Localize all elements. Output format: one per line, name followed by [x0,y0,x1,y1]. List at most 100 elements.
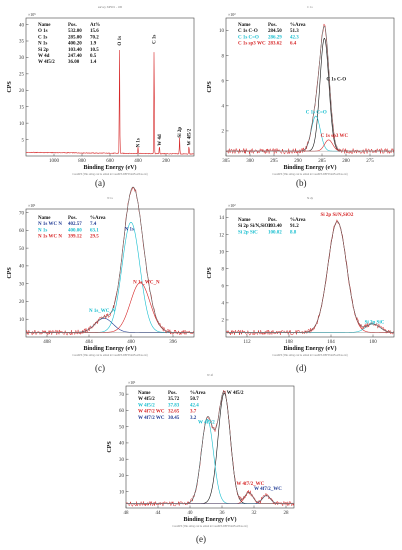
footnote: CasaXPS (This string can be edited in Ca… [272,354,347,357]
x-tick-label: 28 [284,511,290,516]
y-tick-label: 12 [219,233,225,238]
table-cell: W 4f7/2 WC [138,416,165,421]
panel-top-label: N 1s [107,196,113,200]
panel-d: Si 2p ×10² 112 108 104 100 2 4 6 8 10 12 14 Binding E… [204,195,400,361]
table-cell: N 1s [38,42,47,47]
table-cell: 7.4 [90,222,97,227]
plot-frame [225,208,395,338]
y-tick-label: 5 [22,138,25,143]
table-cell: W 4f7/2 WC [138,410,165,415]
y-tick-label: 70 [19,211,25,216]
table-cell: N 1s [38,228,47,233]
table-header: Pos. [68,23,78,28]
y-tick-label: 60 [19,229,25,234]
peak-annotation: N 1s_WC_N [89,309,116,314]
table-header: Pos. [68,216,78,221]
table-cell: 400.20 [68,42,82,47]
table-header: %Area [290,23,306,28]
chart-e: W 4f ×10¹ 48 44 40 36 32 28 10 20 30 40 50 60 70 Bindin… [107,373,295,528]
caption-e: (e) [196,534,206,544]
peak-annotation: N 1s [125,227,134,232]
x-tick-label: 36 [220,511,226,516]
table-cell: 1.4 [90,60,97,65]
table-cell: N 1s WC N [38,222,62,227]
table-header: Name [138,391,151,396]
panel-b: C 1s ×10³ 305 300 295 290 285 280 275 2 4 6 8 10 Bindi… [204,4,400,180]
y-tick-label: 30 [119,458,125,463]
x-axis-label: Binding Energy (eV) [83,164,136,171]
x-tick-label: 300 [246,159,254,164]
table-cell: W 4f5/2 [138,403,155,408]
y-tick-label: 40 [19,265,25,270]
component-peak-1 [226,221,394,333]
table-header: Name [238,23,251,28]
table-cell: 285.00 [68,35,82,40]
y-tick-label: 6 [222,285,225,290]
table-cell: 283.62 [268,42,282,47]
table-cell: 103.40 [268,224,282,229]
table-cell: 70.2 [90,35,99,40]
table-cell: 30.45 [168,416,180,421]
peak-label: O 1s [118,36,123,46]
x-tick-label: 600 [106,159,114,164]
y-multiplier: ×10² [228,203,236,208]
table-cell: 8.8 [290,230,297,235]
footnote: CasaXPS (This string can be edited in Ca… [172,525,247,528]
raw-data-line [225,219,395,336]
table-cell: 532.00 [68,29,82,34]
plot-frame [25,208,195,338]
caption-c: (c) [95,363,105,373]
table-header: Name [238,218,251,223]
x-tick-label: 32 [252,511,258,516]
caption-d: (d) [296,363,307,373]
x-tick-label: 100 [369,340,377,345]
y-axis-label: CPS [7,267,13,279]
peak-annotation: N 1s_WC_N [133,281,160,286]
y-tick-label: 2 [222,130,225,135]
table-cell: C 1s C-O [238,29,258,34]
peak-annotation: Si 2p SiC [365,320,385,325]
plot-frame [125,385,295,509]
fit-envelope-line [226,221,395,333]
table-cell: 37.83 [168,403,180,408]
table-cell: 103.40 [68,48,82,53]
table-cell: 32.65 [168,410,180,415]
table-cell: 284.50 [268,29,282,34]
table-cell: 63.1 [90,228,99,233]
y-tick-label: 20 [119,474,125,479]
x-tick-label: 200 [162,159,170,164]
y-tick-label: 15 [19,105,25,110]
x-tick-label: 400 [134,159,142,164]
table-cell: W 4f5/2 [138,397,155,402]
table-header: %Area [290,218,306,223]
chart-a: survey XPS01 - 100 ×10⁵ 1000 800 600 400 200 5 1… [7,5,195,176]
table-header: Name [38,216,51,221]
y-tick-label: 30 [19,282,25,287]
x-axis-label: Binding Energy (eV) [183,516,236,523]
x-axis-label: Binding Energy (eV) [283,345,336,352]
chart-d: Si 2p ×10² 112 108 104 100 2 4 6 8 10 12 14 Binding E… [207,196,395,357]
peak-annotation: C 1s C-O [326,78,346,83]
y-tick-label: 25 [19,73,25,78]
table-cell: 6.4 [290,42,297,47]
table-cell: W 4d [38,54,50,59]
table-cell: 35.72 [168,397,180,402]
panel-a: survey XPS01 - 100 ×10⁵ 1000 800 600 400 200 5 1… [4,4,200,180]
x-tick-label: 1000 [49,159,60,164]
x-tick-label: 108 [285,340,293,345]
y-tick-label: 30 [19,56,25,61]
y-tick-label: 14 [219,216,225,221]
x-tick-label: 404 [85,340,93,345]
y-tick-label: 4 [222,302,225,307]
table-cell: 402.57 [68,222,82,227]
x-tick-label: 280 [342,159,350,164]
peak-annotation: W 4f5/2 [198,420,215,425]
x-tick-label: 408 [43,340,51,345]
table-cell: 10.5 [90,48,99,53]
x-axis-label: Binding Energy (eV) [283,164,336,171]
y-tick-label: 10 [119,490,125,495]
table-cell: 400.00 [68,228,82,233]
y-tick-label: 2 [222,319,225,324]
table-cell: 3.2 [190,416,197,421]
x-tick-label: 48 [124,511,130,516]
